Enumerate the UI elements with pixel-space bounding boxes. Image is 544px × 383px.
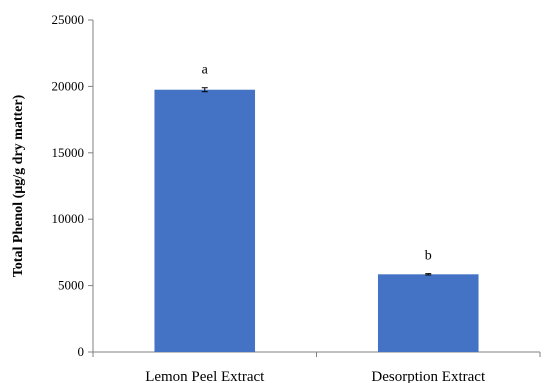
y-axis-title: Total Phenol (µg/g dry matter) [11, 94, 26, 277]
category-label: Lemon Peel Extract [145, 369, 265, 383]
bar [154, 89, 256, 352]
y-tick-label: 0 [78, 344, 85, 359]
bar [377, 274, 479, 352]
y-tick-label: 20000 [52, 78, 85, 93]
bars: ab [154, 63, 479, 352]
y-tick-label: 5000 [58, 278, 84, 293]
y-axis-ticks: 0 5000 10000 15000 20000 25000 [52, 12, 93, 359]
significance-letter: b [425, 249, 432, 264]
x-axis-labels: Lemon Peel Extract Desorption Extract [145, 369, 486, 383]
significance-letter: a [202, 63, 209, 78]
y-tick-label: 25000 [52, 12, 85, 27]
category-label: Desorption Extract [371, 369, 486, 383]
y-tick-label: 15000 [52, 145, 85, 160]
y-tick-label: 10000 [52, 211, 85, 226]
